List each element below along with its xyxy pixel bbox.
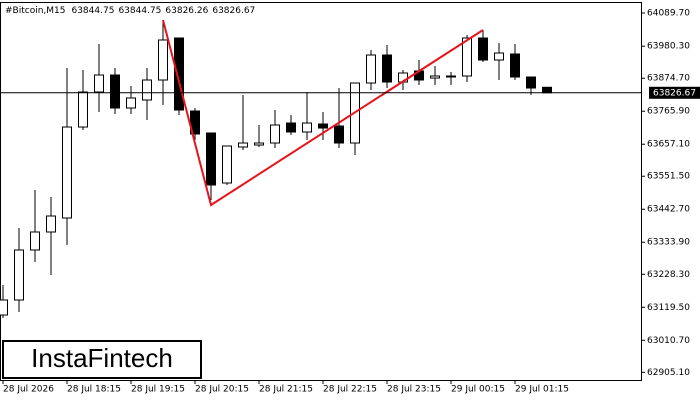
candle-body [62,126,72,219]
header-close: 63826.67 [212,6,255,16]
candle-body [126,97,136,109]
header-open: 63844.75 [71,6,114,16]
y-tick-label: 63980.30 [647,42,690,52]
y-tick-label: 63119.50 [647,303,690,313]
candle-body [286,122,296,133]
x-tick-label: 28 Jul 23:15 [387,385,441,395]
x-tick-label: 28 Jul 21:15 [259,385,313,395]
x-tick-label: 28 Jul 20:15 [195,385,249,395]
symbol: #Bitcoin,M15 [5,6,65,16]
price-tag-label: 63826.67 [653,88,696,98]
candle-body [430,75,440,79]
candle-body [542,86,552,94]
logo: InstaFintech [31,343,173,373]
x-tick-label: 28 Jul 19:15 [131,385,185,395]
candle-body [78,91,88,128]
candle-body [0,299,8,316]
logo-box [2,340,202,379]
x-tick-label: 28 Jul 18:15 [67,385,121,395]
y-tick-label: 63765.90 [647,107,690,117]
candle-body [110,74,120,109]
candle-body [238,142,248,148]
candle-body [510,53,520,78]
candle-body [462,37,472,77]
y-tick-label: 63551.50 [647,172,690,182]
candle-body [302,122,312,133]
candle-body [46,215,56,233]
candle-body [142,79,152,101]
y-tick-label: 63442.70 [647,205,690,215]
y-tick-label: 63010.70 [647,336,690,346]
x-tick-label: 29 Jul 01:15 [515,385,569,395]
pattern-line [162,19,484,207]
header-high: 63844.75 [118,6,161,16]
candle-body [318,123,328,129]
candle-body [222,145,232,184]
candle-body [382,54,392,83]
candle-body [494,52,504,61]
candle-body [366,54,376,84]
candle-body [334,125,344,144]
x-tick-label: 28 Jul 22:15 [323,385,377,395]
y-tick-label: 63657.10 [647,140,690,150]
candle-body [14,249,24,301]
y-tick-label: 63874.70 [647,74,690,84]
plot-frame [0,2,642,381]
y-tick-label: 64089.70 [647,9,690,19]
candle-body [174,37,184,111]
candle-body [158,39,168,81]
y-tick-label: 63333.90 [647,238,690,248]
candle-body [206,132,216,186]
candle-body [30,231,40,251]
price-tag [649,86,700,99]
x-tick-label: 29 Jul 00:15 [451,385,505,395]
candle-body [446,75,456,78]
candle-body [254,142,264,146]
candle-body [94,74,104,93]
y-tick-label: 62905.10 [647,368,690,378]
candle-body [526,76,536,89]
header: #Bitcoin,M15 63844.75 63844.75 63826.26 6382… [5,6,255,16]
header-low: 63826.26 [165,6,208,16]
y-tick-label: 63228.30 [647,270,690,280]
candle-body [270,124,280,144]
x-tick-label: 28 Jul 2026 [3,385,54,395]
candle-body [478,37,488,61]
